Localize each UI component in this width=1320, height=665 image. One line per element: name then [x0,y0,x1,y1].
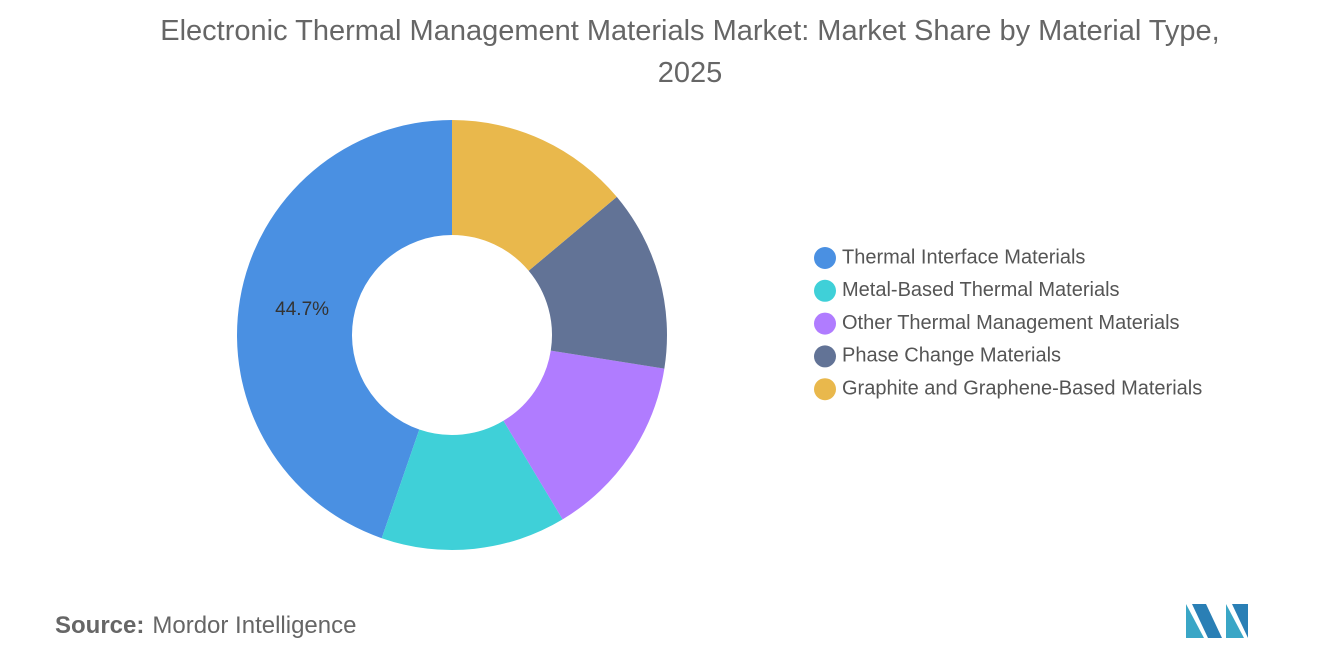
legend-label: Phase Change Materials [842,345,1061,367]
donut-slice [528,196,668,369]
donut-slice [237,120,452,539]
legend-marker [814,345,836,368]
legend-label: Graphite and Graphene-Based Materials [842,377,1202,399]
logo [1186,604,1248,638]
source-text: Mordor Intelligence [152,612,357,639]
donut-slice [452,120,617,271]
donut-slice [381,420,563,550]
source: Source: Mordor Intelligence [55,612,356,640]
legend-marker [814,279,836,302]
legend-marker [814,247,836,269]
chart-title: Electronic Thermal Management Materials … [160,15,1220,89]
legend-marker [814,312,836,335]
legend-label: Metal-Based Thermal Materials [842,279,1120,301]
legend-label: Other Thermal Management Materials [842,312,1180,334]
data-label: 44.7% [275,299,329,320]
source-label: Source: [55,612,145,639]
legend-marker [814,378,836,401]
legend-label: Thermal Interface Materials [842,246,1085,268]
donut-slice [503,350,665,520]
